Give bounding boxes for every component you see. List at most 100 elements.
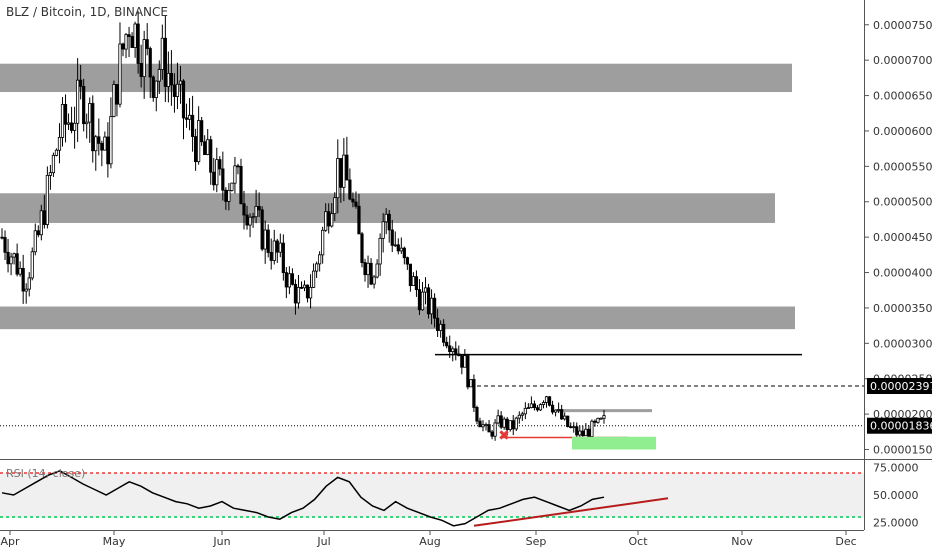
candle-body [481,424,485,428]
candle-body [3,237,7,253]
candle-body [48,172,53,176]
candle-body [520,413,524,416]
candle-body [478,420,482,428]
candle-body [348,179,352,200]
candle-body [526,407,530,409]
candle-body [417,289,422,311]
candle-body [499,415,503,428]
candle-body [88,103,92,123]
candle-body [0,236,4,239]
chart-markers: ✖ [498,428,656,450]
candle-body [357,205,361,235]
price-label-box [867,378,932,395]
candle-body [151,76,155,98]
candle-body [538,404,543,411]
time-tick-label: Sep [526,535,547,548]
candle-body [381,221,385,239]
candle-body [85,121,89,125]
candle-body [339,158,343,188]
candle-body [487,424,491,433]
candle-body [63,103,68,125]
candle-body [284,272,288,288]
candle-body [451,348,455,353]
candle-body [390,229,394,246]
unused [474,438,580,444]
candle-body [563,415,567,420]
candle-body [69,122,74,131]
candle-body [293,283,298,304]
candle-body [6,251,10,265]
candle-body [472,379,476,408]
candle-body [118,43,122,105]
candle-body [142,39,146,78]
chart-lines [0,353,864,439]
candle-body [414,276,419,290]
candle-body [76,79,80,124]
candle-body [260,209,264,250]
candle-body [502,418,506,428]
candle-body [272,240,276,261]
candle-body [308,286,313,299]
price-label: 0.00001836 [870,420,932,433]
rsi-tick-label: 75.0000 [873,462,919,475]
candle-body [66,122,71,125]
candle-body [457,353,461,356]
buy-zone [572,436,656,450]
candle-body [596,417,600,423]
candle-body [278,242,282,253]
candle-body [393,244,397,247]
candle-body [215,159,219,186]
candle-body [91,103,95,152]
candle-body [39,210,43,236]
candle-body [106,136,110,165]
candle-body [166,72,170,87]
candle-body [384,213,388,223]
candle-body [178,80,183,85]
candle-body [366,262,370,276]
candle-body [445,341,449,347]
candle-body [351,198,355,203]
candle-body [550,404,555,413]
candle-body [97,136,101,144]
candle-body [112,84,116,117]
candle-body [139,63,143,78]
candle-body [315,263,319,272]
candle-body [194,136,198,163]
rsi-band [0,473,864,517]
candle-body [321,229,325,256]
candle-body [242,203,246,216]
candle-body [372,276,376,285]
time-tick-label: Jul [316,535,330,548]
candle-body [287,273,291,288]
candle-body [248,216,252,226]
resistance-zone [0,306,795,330]
rsi-tick-label: 25.0000 [873,517,919,530]
candle-body [439,323,443,331]
candle-body [73,122,77,131]
candle-body [369,262,373,285]
candle-body [330,213,334,227]
candle-body [408,263,412,286]
candle-body [190,114,195,137]
price-label-box [867,417,932,434]
candle-body [82,86,86,125]
candle-body [224,189,228,202]
time-tick-label: May [103,535,126,548]
candle-body [42,210,46,225]
candle-body [51,154,56,174]
candle-body [154,80,158,98]
time-tick-label: Jun [212,535,230,548]
time-tick-label: Oct [628,535,648,548]
candle-body [296,286,301,304]
candle-body [21,267,25,292]
candle-body [572,426,576,429]
candle-body [575,426,579,436]
candle-body [130,36,134,48]
candle-body [442,323,446,343]
